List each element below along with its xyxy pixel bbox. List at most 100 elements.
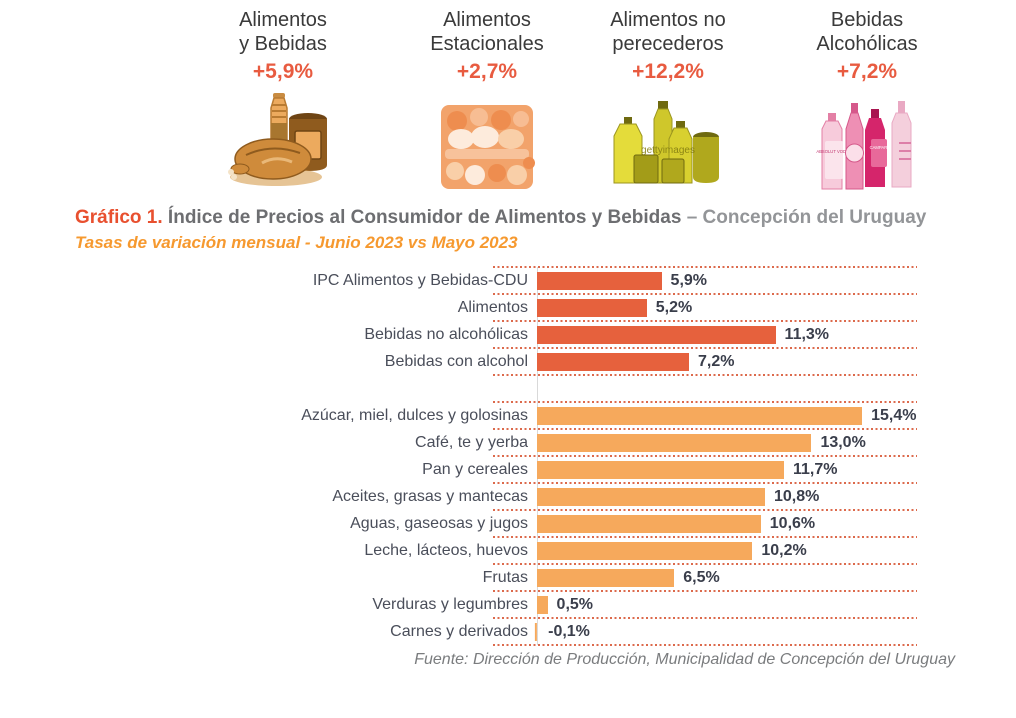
bar-value-label: 10,2% bbox=[761, 541, 807, 559]
chart-row: Leche, lácteos, huevos 10,2% bbox=[0, 537, 1016, 564]
bar-value-label: 6,5% bbox=[683, 568, 720, 586]
category-label: Frutas bbox=[482, 568, 528, 586]
bar bbox=[537, 568, 675, 587]
dotted-separator-line bbox=[493, 428, 917, 430]
bar bbox=[537, 460, 784, 479]
gettyimages-watermark: gettyimages bbox=[641, 145, 695, 156]
bar-track: 5,9% bbox=[537, 267, 917, 294]
bar-track: 10,2% bbox=[537, 537, 917, 564]
group-separator-gap bbox=[0, 375, 1016, 402]
bar bbox=[537, 595, 548, 614]
bar bbox=[537, 298, 647, 317]
bar-value-label: 15,4% bbox=[871, 406, 917, 424]
dotted-separator-line bbox=[493, 266, 917, 268]
card-title-line2: Alcohólicas bbox=[816, 33, 918, 56]
bar-value-label: 13,0% bbox=[820, 433, 866, 451]
bar-track: -0,1% bbox=[534, 618, 917, 645]
card-title-line2: perecederos bbox=[612, 33, 724, 56]
summary-card-alimentos-estacionales: Alimentos Estacionales +2,7% bbox=[387, 8, 587, 191]
bar-value-label: 5,2% bbox=[655, 298, 693, 316]
bar-chart: IPC Alimentos y Bebidas-CDU 5,9% Aliment… bbox=[0, 266, 1016, 646]
bar bbox=[537, 433, 812, 452]
category-label: Leche, lácteos, huevos bbox=[364, 541, 528, 559]
seasonal-foods-photo-icon bbox=[441, 104, 535, 189]
absolut-vodka-label: ABSOLUT VODKA bbox=[816, 149, 852, 154]
dotted-separator-line bbox=[493, 536, 917, 538]
card-title-line2: y Bebidas bbox=[239, 33, 327, 56]
chart-row: Aceites, grasas y mantecas 10,8% bbox=[0, 483, 1016, 510]
dotted-separator-line bbox=[493, 509, 917, 511]
bar-track: 13,0% bbox=[537, 429, 917, 456]
bar-track: 11,7% bbox=[537, 456, 917, 483]
bar-value-label: 7,2% bbox=[698, 352, 735, 370]
chart-row: Aguas, gaseosas y jugos 10,6% bbox=[0, 510, 1016, 537]
chart-row: Azúcar, miel, dulces y golosinas 15,4% bbox=[0, 402, 1016, 429]
liquor-bottles-image: ABSOLUT VODKA CAMPARI bbox=[767, 89, 967, 191]
bar bbox=[537, 325, 776, 344]
bar-value-label: 11,7% bbox=[793, 460, 838, 478]
chart-row: Alimentos 5,2% bbox=[0, 294, 1016, 321]
bar-track: 11,3% bbox=[537, 321, 917, 348]
food-groceries-clipart-icon bbox=[228, 92, 327, 186]
summary-card-alimentos-no-perecederos: Alimentos no perecederos +12,2% gettyima… bbox=[568, 8, 768, 191]
zero-axis-line bbox=[537, 267, 538, 645]
dotted-separator-line bbox=[493, 293, 917, 295]
bar bbox=[537, 352, 689, 371]
card-title: Alimentos Estacionales bbox=[387, 8, 587, 57]
bar-track: 6,5% bbox=[537, 564, 917, 591]
source-note: Fuente: Dirección de Producción, Municip… bbox=[414, 651, 955, 668]
bar bbox=[537, 514, 761, 533]
category-label: Bebidas no alcohólicas bbox=[364, 325, 528, 343]
category-label: Pan y cereales bbox=[422, 460, 528, 478]
chart-rows: IPC Alimentos y Bebidas-CDU 5,9% Aliment… bbox=[0, 267, 1016, 645]
category-label: Café, te y yerba bbox=[415, 433, 528, 451]
chart-row: Pan y cereales 11,7% bbox=[0, 456, 1016, 483]
dotted-separator-line bbox=[493, 563, 917, 565]
campari-label: CAMPARI bbox=[870, 145, 889, 150]
chart-row: Carnes y derivados -0,1% bbox=[0, 618, 1016, 645]
card-title-line1: Alimentos bbox=[443, 9, 531, 31]
category-label: Carnes y derivados bbox=[390, 622, 528, 640]
chart-subtitle: Tasas de variación mensual - Junio 2023 … bbox=[75, 233, 518, 252]
seasonal-foods-image bbox=[387, 89, 587, 191]
bar bbox=[534, 622, 537, 641]
chart-row: Café, te y yerba 13,0% bbox=[0, 429, 1016, 456]
bar-value-label: 11,3% bbox=[784, 325, 830, 343]
card-title: Alimentos no perecederos bbox=[568, 8, 768, 57]
summary-card-bebidas-alcoholicas: Bebidas Alcohólicas +7,2% ABSOLUT VODKA … bbox=[767, 8, 967, 191]
bar-track: 7,2% bbox=[537, 348, 917, 375]
category-label: Azúcar, miel, dulces y golosinas bbox=[301, 406, 528, 424]
dotted-separator-line bbox=[493, 374, 917, 376]
bar-track: 15,4% bbox=[537, 402, 917, 429]
dotted-separator-line bbox=[493, 347, 917, 349]
chart-row: Verduras y legumbres 0,5% bbox=[0, 591, 1016, 618]
chart-row: IPC Alimentos y Bebidas-CDU 5,9% bbox=[0, 267, 1016, 294]
category-label: Bebidas con alcohol bbox=[384, 352, 528, 370]
chart-row: Bebidas con alcohol 7,2% bbox=[0, 348, 1016, 375]
bar-value-label: 10,6% bbox=[769, 514, 816, 532]
bar bbox=[537, 406, 863, 425]
chart-row: Bebidas no alcohólicas 11,3% bbox=[0, 321, 1016, 348]
bar-value-label: 10,8% bbox=[774, 487, 820, 505]
bar-track: 10,6% bbox=[537, 510, 917, 537]
card-change-value: +5,9% bbox=[252, 59, 314, 83]
dotted-grid-lines bbox=[0, 266, 1016, 646]
bar-value-label: 0,5% bbox=[556, 595, 594, 613]
bar bbox=[537, 541, 753, 560]
card-title-line1: Alimentos no bbox=[610, 9, 726, 31]
card-change-value: +12,2% bbox=[632, 59, 704, 83]
card-title-line2: Estacionales bbox=[430, 33, 544, 56]
dotted-separator-line bbox=[493, 320, 917, 322]
dotted-separator-line bbox=[493, 401, 917, 403]
bar bbox=[537, 487, 765, 506]
card-title-line1: Alimentos bbox=[239, 9, 327, 31]
oil-bottles-image: gettyimages bbox=[568, 89, 768, 191]
card-change-value: +7,2% bbox=[836, 59, 898, 83]
card-title-line1: Bebidas bbox=[830, 9, 904, 31]
bar-value-label: -0,1% bbox=[548, 622, 590, 640]
summary-card-alimentos-y-bebidas: Alimentos y Bebidas +5,9% bbox=[183, 8, 383, 191]
dotted-separator-line bbox=[493, 617, 917, 619]
bar-track: 5,2% bbox=[537, 294, 917, 321]
chart-title-location: – Concepción del Uruguay bbox=[686, 207, 927, 228]
card-title: Alimentos y Bebidas bbox=[183, 8, 383, 57]
